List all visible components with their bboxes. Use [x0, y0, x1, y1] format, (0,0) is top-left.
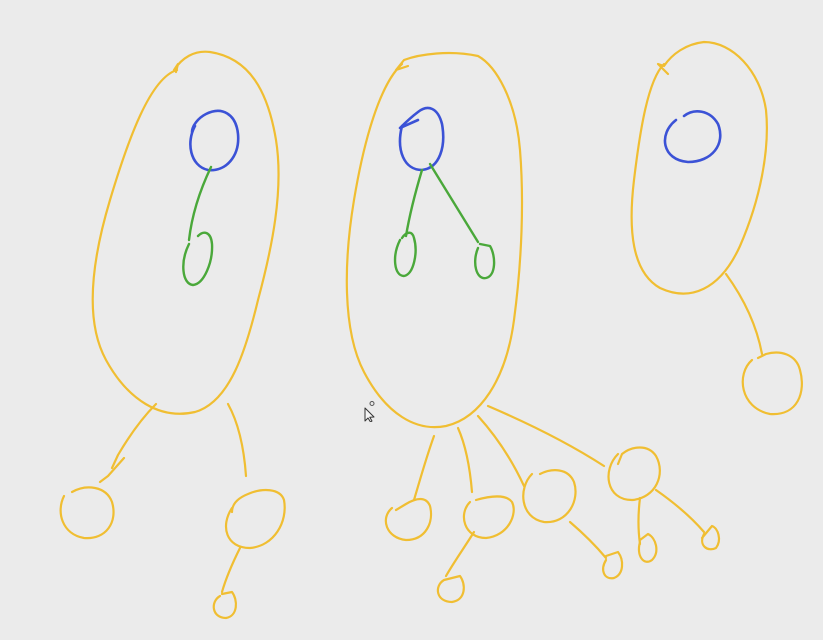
edge-2b-sub: [444, 530, 476, 578]
child-node-2c: [522, 469, 577, 524]
edge-2c: [476, 414, 526, 488]
green-node-2b: [474, 242, 496, 280]
container-oval-2: [345, 51, 524, 429]
edge-2a: [412, 434, 436, 502]
edge-2c-sub: [568, 520, 608, 560]
edge-2d-sub1: [637, 496, 642, 546]
grandchild-node-1c: [212, 590, 238, 620]
child-node-2d: [607, 446, 661, 502]
sketch-group-2: [345, 51, 721, 604]
edge-2d: [486, 404, 606, 468]
blue-node-3: [663, 110, 722, 164]
green-node-1: [182, 231, 214, 287]
grandchild-node-2b: [436, 574, 465, 604]
edge-1a: [98, 402, 158, 484]
edge-1c: [220, 546, 242, 594]
green-edge-1: [187, 165, 213, 242]
blue-node-1: [189, 109, 240, 172]
child-node-2a: [384, 497, 433, 542]
edge-2b: [456, 426, 474, 494]
grandchild-node-2d1: [637, 532, 658, 563]
child-node-1a: [59, 486, 115, 540]
grandchild-node-2c: [602, 550, 624, 580]
sketch-group-1: [59, 50, 286, 620]
green-edge-2a: [404, 168, 424, 238]
child-node-3: [741, 351, 803, 416]
blue-node-2: [398, 106, 445, 172]
grandchild-node-2d2: [700, 524, 721, 551]
arrow-pointer-icon: [364, 400, 378, 422]
edge-2d-sub2: [654, 488, 706, 534]
edge-1b: [226, 402, 248, 478]
sketch-group-3: [630, 40, 803, 416]
container-oval-3: [630, 40, 768, 295]
child-node-2b: [462, 495, 515, 540]
green-edge-2b: [428, 162, 480, 244]
green-node-2a: [393, 231, 417, 278]
edge-3: [724, 272, 764, 356]
container-oval-1: [91, 50, 280, 415]
child-node-1b: [224, 488, 286, 550]
